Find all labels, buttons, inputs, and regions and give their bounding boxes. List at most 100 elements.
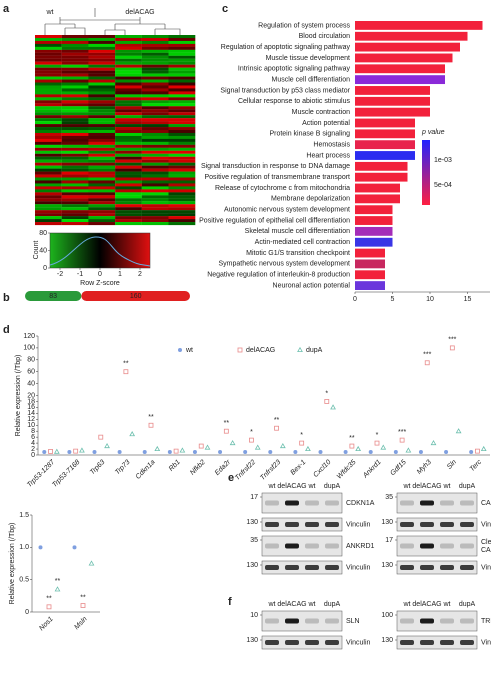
heatmap-cell	[115, 73, 142, 77]
heatmap-cell	[168, 91, 196, 95]
category-label: Autonomic nervous system development	[224, 207, 350, 214]
band	[420, 543, 434, 549]
heatmap-cell	[35, 216, 62, 220]
lane-label: wt	[268, 483, 276, 490]
y-tick-label: 80	[27, 357, 35, 364]
heatmap-cell	[141, 115, 169, 119]
heatmap-cell	[141, 201, 169, 205]
heatmap-cell	[141, 213, 169, 217]
heatmap-cell	[61, 135, 89, 140]
point	[399, 437, 405, 443]
heatmap-cell	[35, 76, 62, 80]
y-tick-label: 2	[31, 446, 35, 453]
heatmap-cell	[35, 46, 62, 50]
histogram	[49, 236, 151, 267]
heatmap-cell	[88, 186, 116, 190]
band	[400, 618, 414, 624]
point	[455, 428, 462, 434]
heatmap-cell	[61, 213, 89, 217]
category-label: Intrinsic apoptotic signaling pathway	[238, 66, 351, 73]
category-label: Release of cytochrome c from mitochondri…	[215, 185, 350, 192]
heatmap-cell	[141, 124, 169, 128]
heatmap-cell	[88, 168, 116, 172]
heatmap-cell	[141, 67, 169, 71]
protein-label: SLN	[346, 618, 360, 625]
significance-label: **	[148, 414, 154, 421]
heatmap-cell	[168, 159, 196, 163]
heatmap-cell	[61, 58, 89, 62]
heatmap-cell	[168, 46, 196, 50]
band	[460, 543, 474, 549]
heatmap-cell	[168, 49, 196, 53]
heatmap-cell	[168, 130, 196, 134]
category-label: Sympathetic nervous system development	[218, 261, 350, 268]
heatmap-cell	[61, 204, 89, 208]
panel-label: a	[3, 3, 10, 15]
bar	[355, 31, 468, 41]
heatmap-cell	[115, 94, 142, 98]
band	[460, 522, 474, 527]
heatmap-cell	[88, 159, 116, 163]
heatmap-cell	[168, 186, 196, 190]
point	[343, 450, 348, 455]
heatmap-cell	[61, 180, 89, 184]
x-tick-label: Myh3	[416, 459, 433, 476]
category-label: Muscle contraction	[292, 109, 350, 116]
heatmap-cell	[35, 82, 62, 86]
heatmap-cell	[141, 198, 169, 202]
x-tick-label: 5	[391, 296, 395, 303]
heatmap-cell	[35, 138, 62, 142]
heatmap-cell	[88, 85, 116, 89]
legend-title: p value	[421, 129, 445, 136]
heatmap-cell	[35, 219, 62, 223]
heatmap-cell	[115, 210, 142, 214]
heatmap-cell	[88, 37, 116, 42]
category-label: Cellular response to abiotic stimulus	[238, 98, 351, 105]
heatmap-cell	[141, 73, 169, 77]
heatmap-cell	[115, 97, 142, 101]
y-tick-label: 120	[23, 333, 35, 340]
marker-label: 10	[250, 612, 258, 619]
heatmap-cell	[115, 156, 142, 160]
lane-label: delACAG	[412, 483, 441, 490]
heatmap-cell	[88, 76, 116, 80]
group-label: wt	[46, 9, 54, 16]
heatmap-cell	[141, 186, 169, 190]
significance-label: ***	[398, 429, 406, 436]
heatmap-cell	[35, 210, 62, 214]
heatmap-cell	[115, 58, 142, 62]
heatmap-cell	[61, 115, 89, 119]
bar	[355, 42, 460, 52]
heatmap-cell	[61, 106, 89, 110]
heatmap-cell	[61, 103, 89, 107]
heatmap-cell	[88, 135, 116, 140]
heatmap-cell	[141, 189, 169, 193]
heatmap-cell	[61, 219, 89, 223]
blot	[261, 635, 343, 650]
marker-label: 130	[381, 519, 393, 526]
y-tick-label: 0.5	[19, 577, 29, 584]
lane-label: wt	[308, 601, 316, 608]
point	[297, 346, 303, 352]
bar	[355, 226, 393, 236]
heatmap-cell	[141, 159, 169, 163]
heatmap-cell	[115, 213, 142, 217]
heatmap-cell	[168, 121, 196, 125]
heatmap-cell	[61, 118, 89, 122]
heatmap-cell	[35, 204, 62, 208]
heatmap-cell	[88, 58, 116, 62]
band	[460, 565, 474, 570]
band	[420, 640, 434, 645]
point	[293, 450, 298, 455]
y-tick-label: 12	[27, 416, 35, 423]
heatmap-cell	[88, 40, 116, 45]
heatmap-cell	[115, 100, 142, 104]
y-tick-label: 4	[31, 440, 35, 447]
heatmap-cell	[61, 141, 89, 145]
heatmap-cell	[141, 70, 169, 74]
lane-label: wt	[443, 601, 451, 608]
axis-label: Relative expression (/Tbp)	[15, 355, 22, 437]
heatmap-cell	[168, 118, 196, 122]
heatmap-cell	[35, 88, 62, 92]
